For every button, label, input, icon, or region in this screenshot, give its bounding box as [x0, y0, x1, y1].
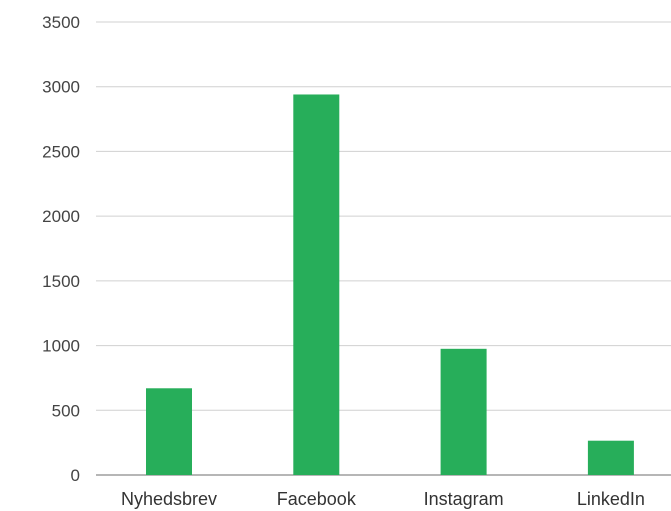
- y-tick-label: 3000: [42, 78, 80, 97]
- y-tick-label: 2500: [42, 142, 80, 161]
- y-tick-label: 500: [52, 401, 80, 420]
- y-tick-label: 0: [71, 466, 80, 485]
- y-axis-tick-labels: 0 500 1000 1500 2000 2500 3000 3500: [42, 13, 80, 485]
- y-tick-label: 3500: [42, 13, 80, 32]
- x-axis-category-labels: Nyhedsbrev Facebook Instagram LinkedIn: [121, 489, 645, 509]
- x-category-label: Instagram: [424, 489, 504, 509]
- bar-nyhedsbrev: [146, 388, 192, 475]
- y-tick-label: 2000: [42, 207, 80, 226]
- x-category-label: Nyhedsbrev: [121, 489, 217, 509]
- bar-instagram: [440, 348, 487, 475]
- bar-linkedin: [587, 440, 634, 475]
- bars: [146, 94, 634, 475]
- y-tick-label: 1000: [42, 337, 80, 356]
- x-category-label: Facebook: [277, 489, 357, 509]
- y-tick-label: 1500: [42, 272, 80, 291]
- x-category-label: LinkedIn: [577, 489, 645, 509]
- bar-facebook: [293, 94, 340, 475]
